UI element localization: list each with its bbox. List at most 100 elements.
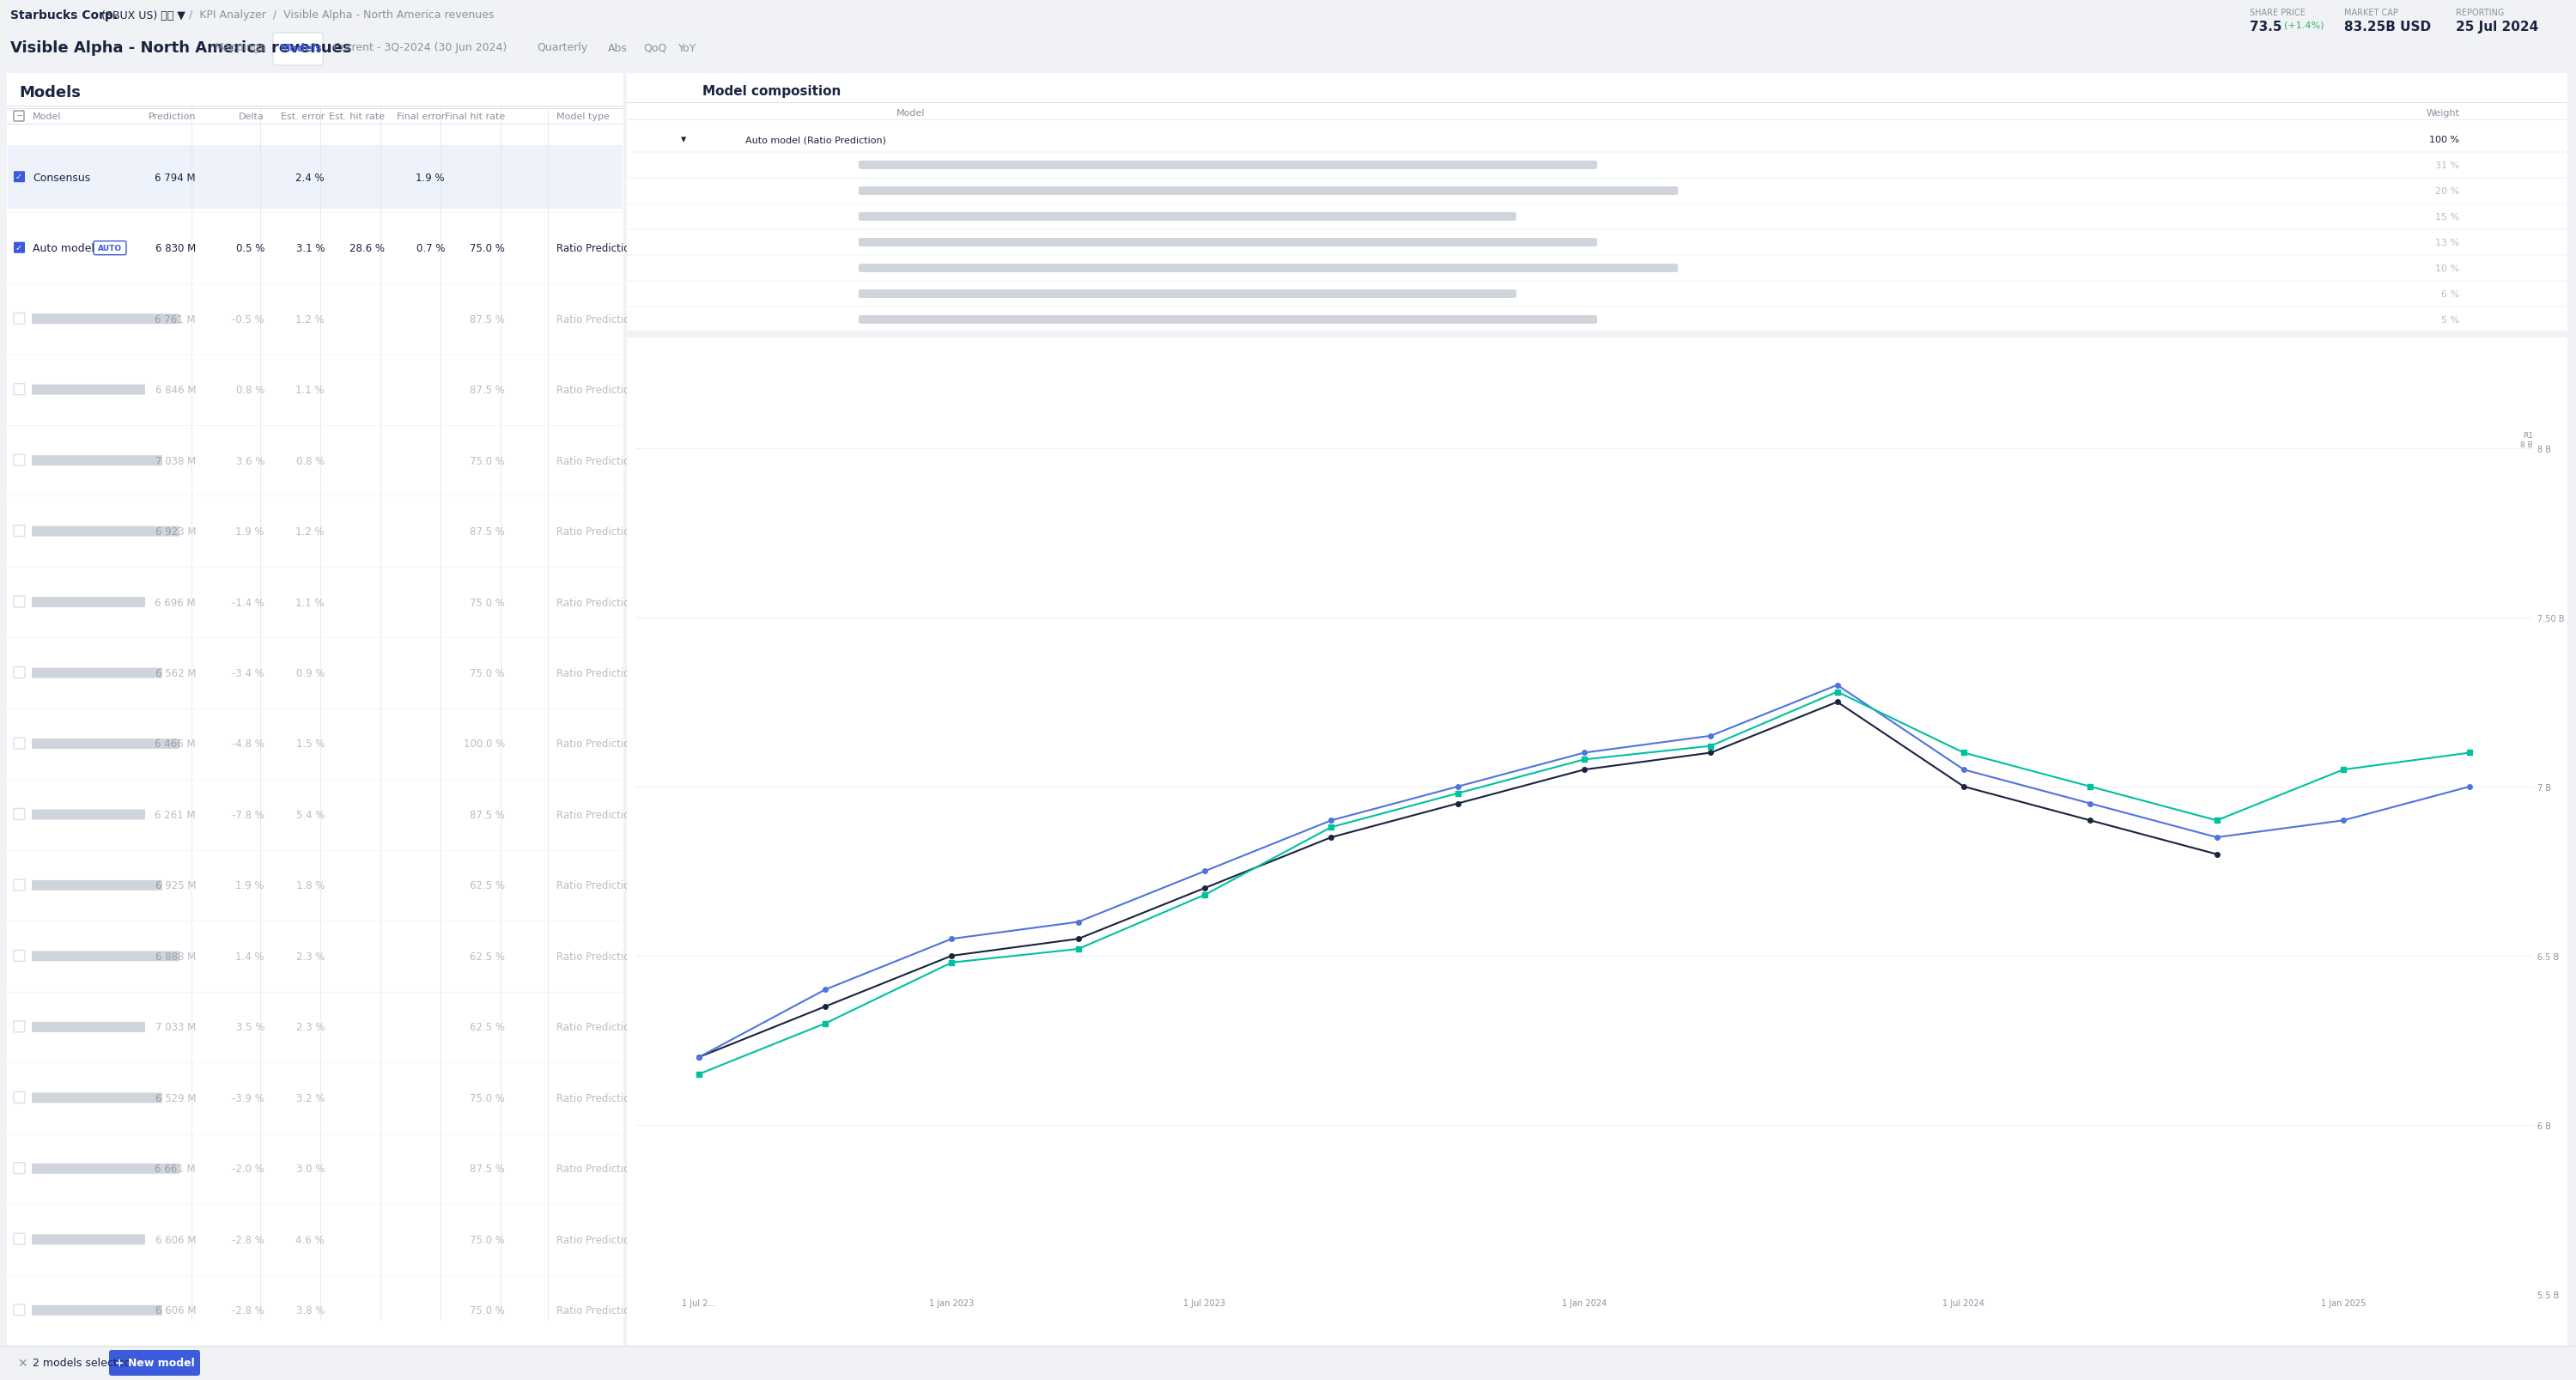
Text: -1.4 %: -1.4 % <box>232 598 265 609</box>
Text: 2.3 %: 2.3 % <box>296 1021 325 1032</box>
Text: Ratio Prediction: Ratio Prediction <box>556 1163 636 1174</box>
Text: 6 261 M: 6 261 M <box>155 809 196 821</box>
Text: + New model: + New model <box>116 1358 193 1369</box>
FancyBboxPatch shape <box>858 316 1597 324</box>
Text: 87.5 %: 87.5 % <box>469 809 505 821</box>
FancyBboxPatch shape <box>31 951 180 962</box>
FancyBboxPatch shape <box>31 1023 144 1032</box>
Text: ✕: ✕ <box>18 1357 28 1369</box>
Text: 15 %: 15 % <box>2434 213 2460 221</box>
Text: Auto model (Ratio Prediction): Auto model (Ratio Prediction) <box>744 135 886 144</box>
Text: Ratio Prediction: Ratio Prediction <box>556 738 636 749</box>
Text: 6 466 M: 6 466 M <box>155 738 196 749</box>
FancyBboxPatch shape <box>13 172 26 184</box>
Text: Ratio Prediction: Ratio Prediction <box>556 1304 636 1317</box>
Text: Ratio Prediction: Ratio Prediction <box>556 1093 636 1104</box>
Text: 1.5 %: 1.5 % <box>296 738 325 749</box>
Text: 7 038 M: 7 038 M <box>155 455 196 466</box>
FancyBboxPatch shape <box>13 243 26 254</box>
Text: Ratio Prediction: Ratio Prediction <box>556 809 636 821</box>
FancyBboxPatch shape <box>13 738 26 749</box>
FancyBboxPatch shape <box>13 455 26 466</box>
Text: 6 830 M: 6 830 M <box>155 243 196 254</box>
FancyBboxPatch shape <box>13 313 26 324</box>
Text: 75.0 %: 75.0 % <box>469 1093 505 1104</box>
Text: -4.8 %: -4.8 % <box>232 738 265 749</box>
Text: 75.0 %: 75.0 % <box>469 1234 505 1245</box>
Text: 3.2 %: 3.2 % <box>296 1093 325 1104</box>
FancyBboxPatch shape <box>31 810 144 820</box>
Text: YoY: YoY <box>677 43 696 54</box>
Text: 3.1 %: 3.1 % <box>296 243 325 254</box>
Text: 100.0 %: 100.0 % <box>464 738 505 749</box>
FancyBboxPatch shape <box>13 879 26 890</box>
FancyBboxPatch shape <box>858 188 1677 196</box>
Text: Est. error: Est. error <box>281 112 325 121</box>
Text: Ratio Prediction: Ratio Prediction <box>556 598 636 609</box>
Text: 1.1 %: 1.1 % <box>296 385 325 396</box>
Text: Delta: Delta <box>240 112 265 121</box>
FancyBboxPatch shape <box>621 335 2573 1350</box>
FancyBboxPatch shape <box>31 1163 180 1174</box>
Text: -3.9 %: -3.9 % <box>232 1093 265 1104</box>
Text: 62.5 %: 62.5 % <box>469 880 505 891</box>
Text: Final hit rate: Final hit rate <box>446 112 505 121</box>
FancyBboxPatch shape <box>8 146 623 210</box>
Text: (SBUX US) 🇺🇸 ▼: (SBUX US) 🇺🇸 ▼ <box>100 10 185 21</box>
FancyBboxPatch shape <box>13 1304 26 1315</box>
FancyBboxPatch shape <box>108 1350 201 1376</box>
FancyBboxPatch shape <box>858 290 1517 298</box>
Text: Starbucks Corp.: Starbucks Corp. <box>10 10 118 22</box>
Text: Model: Model <box>33 112 62 121</box>
Text: Ratio Prediction: Ratio Prediction <box>556 385 636 396</box>
Text: 3.5 %: 3.5 % <box>237 1021 265 1032</box>
Text: Models: Models <box>281 43 322 54</box>
FancyBboxPatch shape <box>31 527 180 537</box>
Text: 75.0 %: 75.0 % <box>469 455 505 466</box>
Text: 0.8 %: 0.8 % <box>296 455 325 466</box>
FancyBboxPatch shape <box>13 112 23 121</box>
FancyBboxPatch shape <box>31 385 144 395</box>
Text: 1.1 %: 1.1 % <box>296 598 325 609</box>
Text: QoQ: QoQ <box>644 43 667 54</box>
Text: 87.5 %: 87.5 % <box>469 526 505 537</box>
Text: 83.25B USD: 83.25B USD <box>2344 21 2432 33</box>
Text: ✓: ✓ <box>15 172 23 181</box>
Text: Prediction: Prediction <box>149 112 196 121</box>
FancyBboxPatch shape <box>31 880 162 890</box>
Text: 6 925 M: 6 925 M <box>155 880 196 891</box>
FancyBboxPatch shape <box>31 455 162 466</box>
FancyBboxPatch shape <box>5 73 623 1347</box>
Text: 6 606 M: 6 606 M <box>155 1304 196 1317</box>
Text: 10 %: 10 % <box>2434 265 2460 273</box>
Text: Model type: Model type <box>556 112 611 121</box>
Text: 1.4 %: 1.4 % <box>234 951 265 962</box>
FancyBboxPatch shape <box>31 668 162 679</box>
FancyBboxPatch shape <box>13 526 26 537</box>
Text: /  KPI Analyzer  /  Visible Alpha - North America revenues: / KPI Analyzer / Visible Alpha - North A… <box>188 10 495 21</box>
FancyBboxPatch shape <box>31 598 144 607</box>
Text: Quarterly: Quarterly <box>536 43 587 54</box>
Text: -2.8 %: -2.8 % <box>232 1234 265 1245</box>
Text: Weight: Weight <box>2427 109 2460 117</box>
Text: (+1.4%): (+1.4%) <box>2285 21 2324 29</box>
Text: Ratio Prediction: Ratio Prediction <box>556 526 636 537</box>
Text: MARKET CAP: MARKET CAP <box>2344 8 2398 17</box>
FancyBboxPatch shape <box>31 1234 144 1245</box>
Text: 87.5 %: 87.5 % <box>469 1163 505 1174</box>
FancyBboxPatch shape <box>13 668 26 679</box>
Text: 62.5 %: 62.5 % <box>469 1021 505 1032</box>
Text: 6 846 M: 6 846 M <box>155 385 196 396</box>
Text: 0.9 %: 0.9 % <box>296 668 325 679</box>
Text: 2 models selected: 2 models selected <box>33 1358 131 1369</box>
Text: -7.8 %: -7.8 % <box>232 809 265 821</box>
Text: R1
8 B: R1 8 B <box>2519 432 2532 448</box>
Text: 1.9 %: 1.9 % <box>234 880 265 891</box>
Text: Current - 3Q-2024 (30 Jun 2024): Current - 3Q-2024 (30 Jun 2024) <box>332 43 507 54</box>
Text: 7 033 M: 7 033 M <box>155 1021 196 1032</box>
FancyBboxPatch shape <box>13 951 26 962</box>
Text: AUTO: AUTO <box>98 244 121 253</box>
Text: 100 %: 100 % <box>2429 135 2460 144</box>
Text: Abs: Abs <box>608 43 629 54</box>
FancyBboxPatch shape <box>13 596 26 607</box>
